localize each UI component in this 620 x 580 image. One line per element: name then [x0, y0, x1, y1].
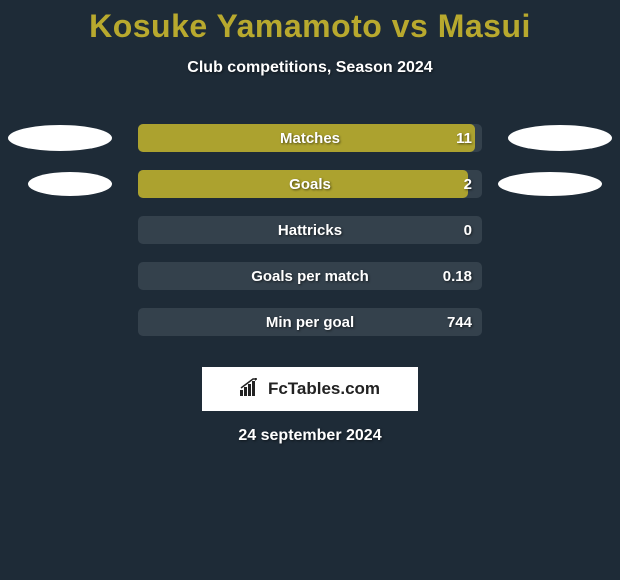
stat-label: Goals per match [138, 268, 482, 285]
brand-text-right: Tables.com [288, 379, 380, 398]
comparison-card: Kosuke Yamamoto vs Masui Club competitio… [0, 0, 620, 580]
date-text: 24 september 2024 [0, 427, 620, 445]
brand-text-left: Fc [268, 379, 288, 398]
brand-text: FcTables.com [268, 379, 380, 399]
stat-label: Min per goal [138, 314, 482, 331]
stat-value: 0.18 [443, 268, 472, 285]
stat-row: Hattricks0 [0, 207, 620, 253]
stat-bar-fill [138, 170, 468, 198]
stat-row: Min per goal744 [0, 299, 620, 345]
stat-label: Hattricks [138, 222, 482, 239]
player-ellipse-icon [498, 172, 602, 196]
stat-row: Goals per match0.18 [0, 253, 620, 299]
stat-value: 744 [447, 314, 472, 331]
brand-logo-box: FcTables.com [202, 367, 418, 411]
stat-bar: Goals per match0.18 [138, 262, 482, 290]
player-ellipse-icon [28, 172, 112, 196]
stat-value: 0 [464, 222, 472, 239]
stat-bar-fill [138, 124, 475, 152]
stat-bar: Min per goal744 [138, 308, 482, 336]
stat-bar: Hattricks0 [138, 216, 482, 244]
brand-logo: FcTables.com [240, 378, 380, 401]
chart-icon [240, 378, 262, 401]
player-ellipse-icon [8, 125, 112, 151]
stats-area: Matches11 Goals2 Hattricks0 Goals per match… [0, 115, 620, 345]
stat-bar: Matches11 [138, 124, 482, 152]
subtitle: Club competitions, Season 2024 [0, 59, 620, 77]
stat-bar: Goals2 [138, 170, 482, 198]
page-title: Kosuke Yamamoto vs Masui [0, 0, 620, 45]
player-ellipse-icon [508, 125, 612, 151]
